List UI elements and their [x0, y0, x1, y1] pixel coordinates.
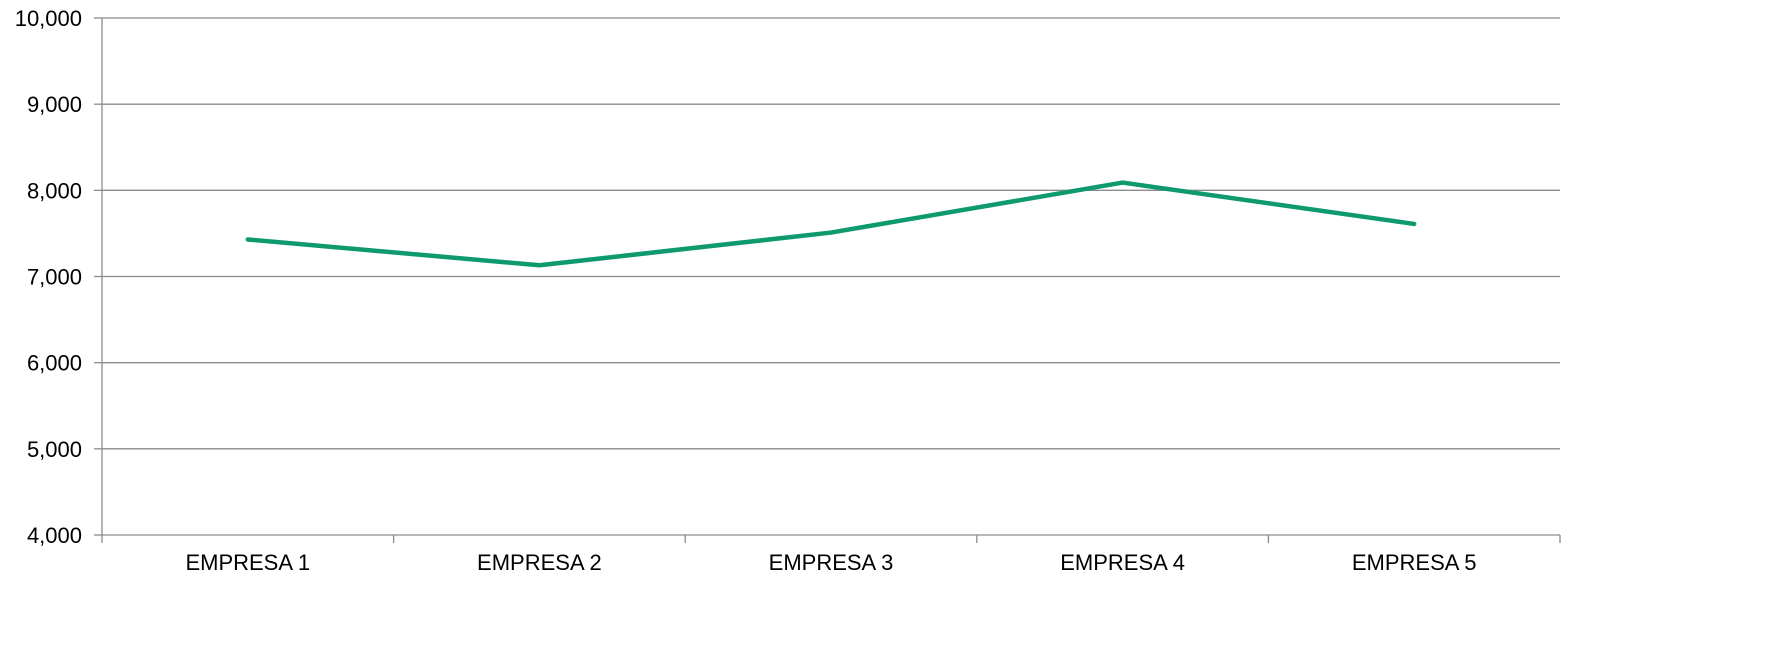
- y-tick-label: 9,000: [27, 92, 82, 117]
- axes: [94, 17, 1561, 543]
- series-line-0: [245, 180, 1417, 268]
- y-tick-label: 6,000: [27, 351, 82, 376]
- series-layer: [245, 180, 1417, 268]
- y-tick-label: 10,000: [15, 6, 82, 31]
- y-tick-label: 4,000: [27, 523, 82, 548]
- x-tick-label: EMPRESA 4: [1060, 550, 1185, 575]
- x-tick-label: EMPRESA 3: [769, 550, 894, 575]
- y-tick-label: 7,000: [27, 265, 82, 290]
- y-tick-label: 5,000: [27, 437, 82, 462]
- grid-lines: [102, 17, 1560, 450]
- x-tick-label: EMPRESA 1: [185, 550, 310, 575]
- x-axis-tick-labels: EMPRESA 1 EMPRESA 2 EMPRESA 3 EMPRESA 4 EMPR…: [185, 550, 1476, 575]
- y-axis-tick-labels: 4,000 5,000 6,000 7,000 8,000 9,000 10,000: [15, 6, 82, 548]
- x-tick-label: EMPRESA 2: [477, 550, 602, 575]
- y-tick-label: 8,000: [27, 178, 82, 203]
- x-tick-label: EMPRESA 5: [1352, 550, 1477, 575]
